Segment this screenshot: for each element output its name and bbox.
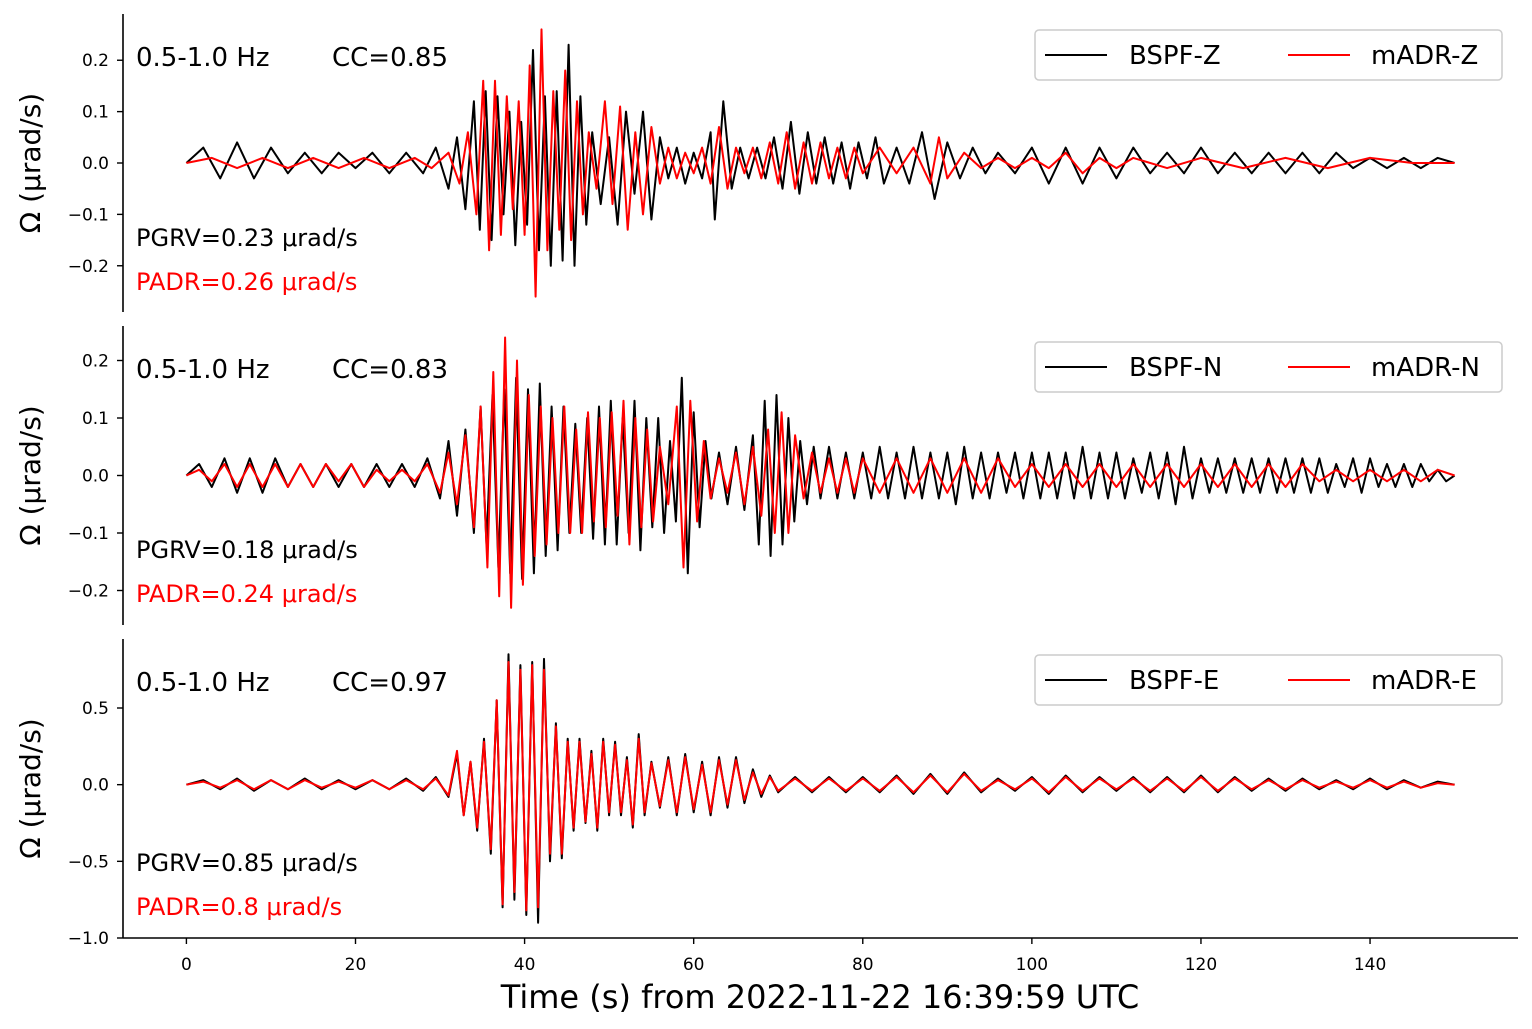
- cc-label: CC=0.83: [332, 355, 448, 385]
- legend-label-reference: BSPF-E: [1129, 666, 1219, 696]
- legend-label-reference: BSPF-N: [1129, 353, 1222, 383]
- series-line-bspf-z: [185, 43, 1455, 267]
- x-tick-label: 0: [181, 955, 192, 975]
- legend: BSPF-N mADR-N: [1034, 341, 1503, 393]
- legend: BSPF-Z mADR-Z: [1034, 29, 1503, 81]
- x-axis: 0 20 40 60 80 100 120 140: [123, 937, 1518, 975]
- x-tick-label: 120: [1185, 955, 1217, 975]
- y-tick-label: −0.2: [68, 582, 109, 602]
- pgrv-label: PGRV=0.18 μrad/s: [136, 536, 358, 564]
- x-tick-label: 40: [514, 955, 536, 975]
- legend-label-comparison: mADR-N: [1371, 353, 1480, 383]
- pgrv-label: PGRV=0.23 μrad/s: [136, 224, 358, 252]
- band-label: 0.5-1.0 Hz: [136, 43, 270, 73]
- panel-n: −0.2 −0.1 0.0 0.1 0.2 Ω (μrad/s) 0.5-1.0 Hz CC=…: [14, 326, 1503, 625]
- y-tick-label: −0.2: [68, 257, 109, 277]
- cc-label: CC=0.85: [332, 43, 448, 73]
- series-line-madr-n: [185, 336, 1455, 609]
- y-axis-label: Ω (μrad/s): [14, 405, 47, 545]
- cc-label: CC=0.97: [332, 668, 448, 698]
- legend-label-comparison: mADR-E: [1371, 666, 1477, 696]
- series-line-madr-e: [186, 661, 1455, 912]
- panel-e: −1.0 −0.5 0.0 0.5 Ω (μrad/s) 0.5-1.0 Hz CC=0.9…: [14, 639, 1503, 949]
- legend-box: [1034, 29, 1503, 81]
- panel-z: −0.2 −0.1 0.0 0.1 0.2 Ω (μrad/s) 0.5-1.0 Hz CC=…: [14, 14, 1503, 312]
- y-tick-label: 0.0: [82, 467, 109, 487]
- x-tick-label: 60: [683, 955, 705, 975]
- y-tick-label: 0.2: [82, 352, 109, 372]
- padr-label: PADR=0.26 μrad/s: [136, 268, 357, 296]
- y-tick-label: −0.5: [68, 852, 109, 872]
- pgrv-label: PGRV=0.85 μrad/s: [136, 849, 358, 877]
- legend-label-comparison: mADR-Z: [1371, 41, 1478, 71]
- x-axis-label: Time (s) from 2022-11-22 16:39:59 UTC: [500, 978, 1139, 1016]
- y-tick-label: −0.1: [68, 205, 109, 225]
- y-tick-label: 0.2: [82, 51, 109, 71]
- y-tick-label: 0.1: [82, 103, 109, 123]
- x-tick-label: 140: [1354, 955, 1386, 975]
- legend-box: [1034, 654, 1503, 706]
- y-tick-label: −1.0: [68, 929, 109, 949]
- y-axis-label: Ω (μrad/s): [14, 718, 47, 858]
- x-tick-label: 80: [852, 955, 874, 975]
- padr-label: PADR=0.8 μrad/s: [136, 893, 342, 921]
- series-line-madr-z: [186, 28, 1455, 298]
- legend-label-reference: BSPF-Z: [1129, 41, 1221, 71]
- y-tick-label: −0.1: [68, 524, 109, 544]
- y-axis-label: Ω (μrad/s): [14, 93, 47, 233]
- band-label: 0.5-1.0 Hz: [136, 355, 270, 385]
- y-tick-label: 0.0: [82, 776, 109, 796]
- panels-group: −0.2 −0.1 0.0 0.1 0.2 Ω (μrad/s) 0.5-1.0 Hz CC=…: [14, 14, 1503, 949]
- y-tick-label: 0.5: [82, 699, 109, 719]
- band-label: 0.5-1.0 Hz: [136, 668, 270, 698]
- x-tick-label: 100: [1016, 955, 1048, 975]
- legend: BSPF-E mADR-E: [1034, 654, 1503, 706]
- legend-box: [1034, 341, 1503, 393]
- padr-label: PADR=0.24 μrad/s: [136, 580, 357, 608]
- x-tick-label: 20: [345, 955, 367, 975]
- y-tick-label: 0.0: [82, 154, 109, 174]
- y-tick-label: 0.1: [82, 409, 109, 429]
